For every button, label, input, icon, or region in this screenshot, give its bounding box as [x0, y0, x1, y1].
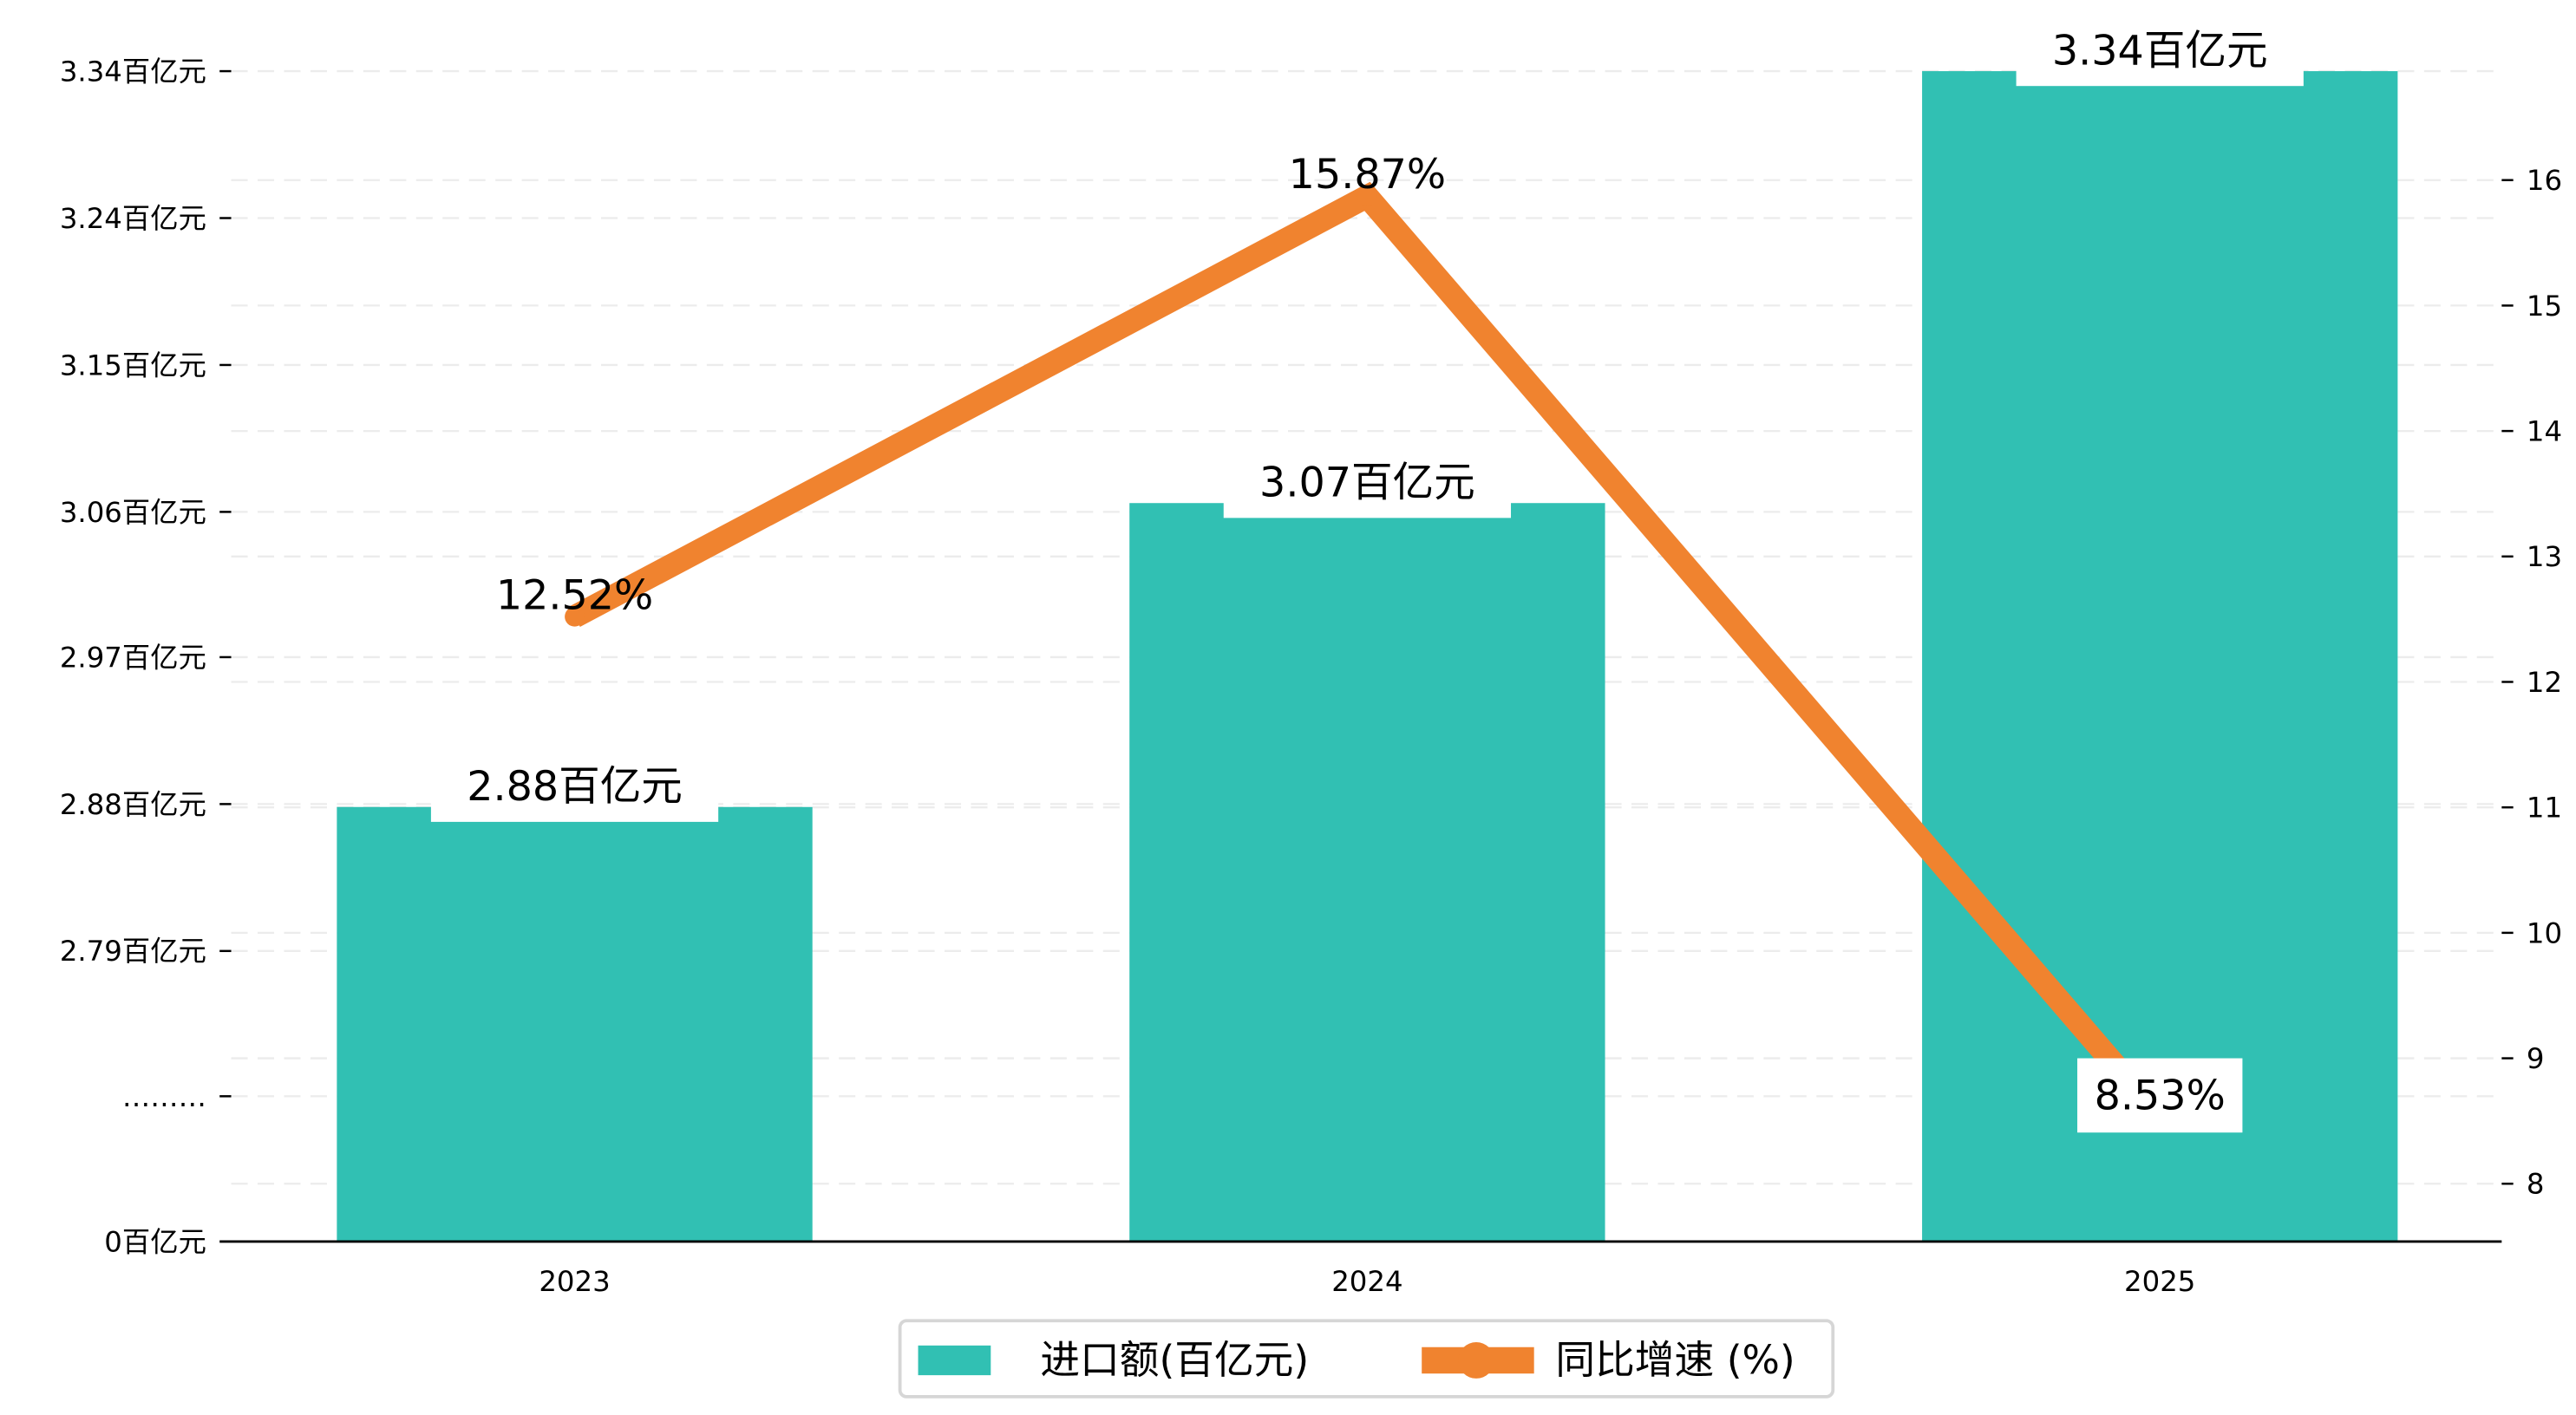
growth-point-2023	[565, 606, 585, 627]
x-tick-label: 2024	[1331, 1265, 1402, 1298]
data-labels: 2.88百亿元 3.07百亿元 3.34百亿元 12.52% 15.87% 8.53%	[430, 24, 2304, 1133]
left-tick-label: 0百亿元	[104, 1225, 206, 1258]
growth-value-label: 12.52%	[496, 572, 653, 620]
x-tick-label: 2023	[539, 1265, 610, 1298]
left-tick-label: 3.34百亿元	[60, 55, 206, 88]
bar-value-label: 3.34百亿元	[2052, 27, 2268, 75]
right-tick-label: 10	[2527, 916, 2562, 949]
right-tick-label: 13	[2527, 540, 2562, 573]
right-tick-label: 16	[2527, 164, 2562, 197]
bar-2024	[1129, 503, 1605, 1242]
left-tick-label: 3.06百亿元	[60, 496, 206, 529]
right-tick-label: 8	[2527, 1168, 2545, 1201]
legend-label-import: 进口额(百亿元)	[1040, 1337, 1309, 1383]
left-tick-label: 3.15百亿元	[60, 349, 206, 381]
left-tick-label: ………	[122, 1080, 206, 1113]
left-tick-label: 3.24百亿元	[60, 202, 206, 235]
legend: 进口额(百亿元) 同比增速 (%)	[898, 1319, 1835, 1399]
bar-label-bg	[1223, 456, 1512, 518]
right-tick-label: 9	[2527, 1042, 2545, 1075]
bar-value-label: 3.07百亿元	[1259, 460, 1475, 507]
bar-value-label: 2.88百亿元	[467, 763, 683, 811]
right-tick-label: 15	[2527, 290, 2562, 323]
axes: 3.34百亿元 3.24百亿元 3.15百亿元 3.06百亿元 2.97百亿元 2.88百…	[60, 55, 2562, 1298]
legend-label-growth: 同比增速 (%)	[1555, 1337, 1795, 1383]
line-label-bg	[2077, 1058, 2243, 1133]
growth-value-label: 8.53%	[2095, 1073, 2226, 1120]
left-tick-label: 2.88百亿元	[60, 788, 206, 821]
right-tick-label: 12	[2527, 666, 2562, 699]
x-tick-label: 2025	[2124, 1265, 2195, 1298]
growth-point-2024	[1357, 186, 1377, 206]
legend-swatch-bar	[918, 1345, 991, 1376]
legend-marker-line	[1458, 1342, 1494, 1379]
bar-label-bg	[2016, 24, 2304, 87]
bar-2023	[337, 806, 813, 1242]
bar-label-bg	[430, 760, 719, 822]
left-tick-label: 2.97百亿元	[60, 641, 206, 674]
left-tick-label: 2.79百亿元	[60, 935, 206, 968]
bars	[337, 71, 2398, 1242]
legend-box	[898, 1319, 1835, 1399]
right-tick-label: 14	[2527, 415, 2562, 448]
growth-value-label: 15.87%	[1289, 151, 1446, 199]
bar-2025	[1922, 71, 2398, 1242]
right-tick-label: 11	[2527, 792, 2562, 825]
